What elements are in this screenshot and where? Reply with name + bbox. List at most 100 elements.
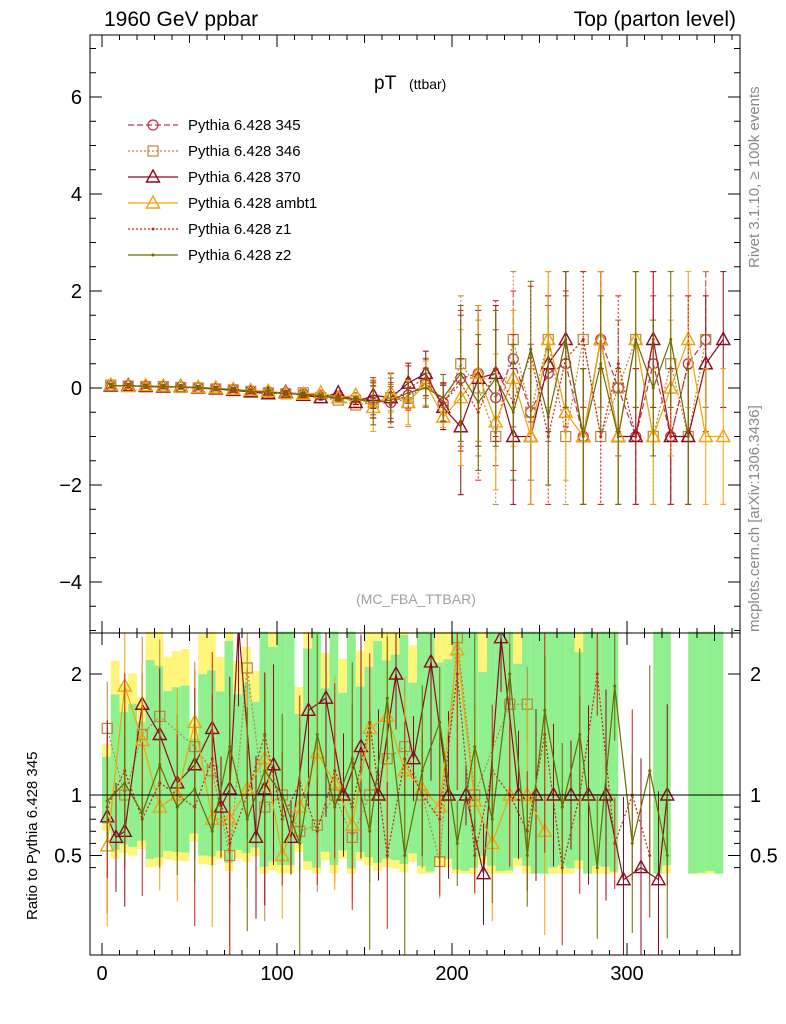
uncertainty-band-inner <box>434 662 444 859</box>
uncertainty-band-inner <box>207 670 216 857</box>
legend-label-z2: Pythia 6.428 z2 <box>188 247 291 264</box>
uncertainty-band-inner <box>163 691 172 851</box>
ratio-point-z2 <box>420 769 424 773</box>
ratio-point-z1 <box>613 841 617 845</box>
data-point-z2 <box>371 401 375 405</box>
ratio-point-z2 <box>508 672 512 676</box>
data-point-z2 <box>126 384 130 388</box>
data-point-z1 <box>616 362 620 366</box>
data-point-z2 <box>266 390 270 394</box>
data-point-z2 <box>196 386 200 390</box>
data-point-z2 <box>179 385 183 389</box>
x-tick-label: 200 <box>435 963 468 985</box>
data-point-z1 <box>634 435 638 438</box>
ratio-point-z2 <box>385 696 389 700</box>
data-point-z2 <box>354 397 358 401</box>
ratio-line-z1 <box>106 673 651 868</box>
data-point-z2 <box>616 435 620 438</box>
ratio-frame <box>89 632 741 956</box>
data-point-z2 <box>476 401 480 405</box>
ratio-y-tick-label-right: 0.5 <box>750 846 778 868</box>
uncertainty-band-inner <box>443 659 452 859</box>
x-tick-label: 100 <box>260 963 293 985</box>
uncertainty-band-inner <box>102 756 111 824</box>
ratio-point-370 <box>545 786 562 801</box>
data-point-ambt1 <box>208 379 224 394</box>
data-point-z2 <box>336 397 340 401</box>
ratio-point-z2 <box>630 841 634 845</box>
data-point-ambt1 <box>243 381 259 397</box>
data-point-370 <box>715 331 731 346</box>
uncertainty-band-inner <box>522 631 531 866</box>
data-point-z2 <box>599 362 603 366</box>
uncertainty-band-inner <box>592 631 601 866</box>
ratio-point-z1 <box>455 672 459 676</box>
uncertainty-band-inner <box>329 631 339 866</box>
uncertainty-band-inner <box>242 683 251 853</box>
ratio-point-z2 <box>228 745 232 749</box>
y-tick-label: 4 <box>71 184 82 206</box>
uncertainty-band-inner <box>355 686 365 853</box>
data-point-z2 <box>109 384 113 388</box>
legend-marker-370 <box>145 168 161 183</box>
ratio-point-370 <box>335 786 352 801</box>
legend-label-345: Pythia 6.428 345 <box>188 117 301 134</box>
axes: 0 100 200 300 −4 −2 0 2 4 6 0.5 0.5 1 1 2 2 <box>54 34 778 985</box>
uncertainty-band-inner <box>320 688 330 852</box>
data-point-z2 <box>459 371 463 375</box>
uncertainty-band-inner <box>373 641 382 863</box>
uncertainty-band-inner <box>137 721 146 841</box>
ratio-point-370 <box>650 871 667 886</box>
y-tick-label: −4 <box>59 572 82 594</box>
ratio-point-370 <box>405 750 422 765</box>
data-point-z1 <box>686 362 690 366</box>
data-point-ambt1 <box>435 408 451 423</box>
ratio-ylabel: Ratio to Pythia 6.428 345 <box>24 751 41 920</box>
uncertainty-band-inner <box>452 631 461 870</box>
data-point-z1 <box>599 435 603 438</box>
uncertainty-band-inner <box>180 685 190 853</box>
legend-marker-z2 <box>151 253 155 257</box>
ratio-point-z2 <box>455 841 459 845</box>
data-point-z2 <box>249 389 253 393</box>
ratio-point-z1 <box>385 854 389 857</box>
ratio-point-z2 <box>525 854 529 857</box>
legend-label-370: Pythia 6.428 370 <box>188 169 301 186</box>
data-point-ambt1 <box>330 389 346 404</box>
uncertainty-band-inner <box>154 665 164 858</box>
uncertainty-band-inner <box>548 631 557 868</box>
data-point-z2 <box>406 391 410 395</box>
ratio-y-tick-label-right: 2 <box>750 664 761 686</box>
uncertainty-band-inner <box>662 631 671 866</box>
legend-marker-345 <box>147 119 159 131</box>
data-point-z2 <box>529 347 533 351</box>
data-point-z2 <box>231 387 235 391</box>
ratio-panel-series <box>90 633 740 955</box>
ratio-y-tick-label: 2 <box>71 664 82 686</box>
uncertainty-band-inner <box>145 659 155 859</box>
ratio-point-370 <box>423 653 439 668</box>
header-process: Top (parton level) <box>573 8 736 31</box>
legend-marker-ambt1 <box>145 194 161 209</box>
data-point-z2 <box>546 415 550 419</box>
uncertainty-band-inner <box>557 631 566 866</box>
ratio-point-370 <box>475 865 492 880</box>
legend-label-z1: Pythia 6.428 z1 <box>188 221 291 238</box>
uncertainty-band-inner <box>705 631 715 872</box>
data-point-ambt1 <box>138 377 154 392</box>
x-tick-label: 0 <box>96 963 107 985</box>
uncertainty-band-inner <box>653 631 662 874</box>
data-point-ambt1 <box>225 380 241 396</box>
data-point-z1 <box>581 338 585 341</box>
ratio-point-z2 <box>158 763 162 767</box>
ratio-point-370 <box>248 828 264 844</box>
data-point-ambt1 <box>155 377 171 392</box>
data-point-z2 <box>144 385 148 389</box>
ratio-point-z2 <box>543 708 547 712</box>
data-point-z2 <box>669 338 673 341</box>
uncertainty-band-inner <box>172 687 181 853</box>
uncertainty-band-inner <box>408 682 417 854</box>
uncertainty-band-inner <box>487 631 496 866</box>
data-point-z1 <box>669 435 673 438</box>
